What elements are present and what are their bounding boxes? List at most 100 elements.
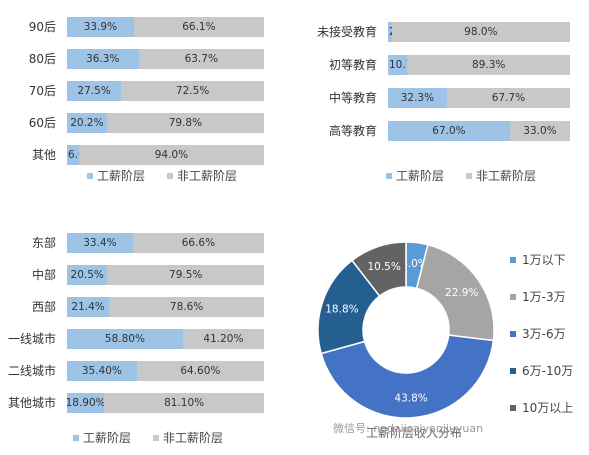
donut-slice xyxy=(317,259,381,355)
data-label: 67.0% xyxy=(432,125,466,137)
bar-row: 初等教育 10.7% 89.3% xyxy=(329,55,570,75)
legend-label: 非工薪阶层 xyxy=(177,169,238,183)
bar-row: 未接受教育2.0%98.0% xyxy=(317,22,570,42)
bar-segment-salaried xyxy=(67,297,110,317)
legend-label: 10万以上 xyxy=(522,401,574,415)
category-label: 70后 xyxy=(28,84,56,98)
bar-segment-non-salaried xyxy=(106,113,264,133)
bar-row: 其他城市 18.90% 81.10% xyxy=(8,393,264,413)
legend-swatch xyxy=(510,404,516,411)
bar-row: 高等教育 67.0% 33.0% xyxy=(329,121,570,141)
legend-item: 工薪阶层 xyxy=(73,429,131,446)
bar-segment-salaried xyxy=(388,55,408,75)
category-label: 东部 xyxy=(31,236,56,250)
bar-segment-non-salaried xyxy=(132,233,264,253)
category-label: 其他城市 xyxy=(7,396,56,410)
category-label: 初等教育 xyxy=(328,58,377,72)
bar-segment-non-salaried xyxy=(107,265,264,285)
category-label: 中部 xyxy=(31,268,56,282)
legend-swatch xyxy=(73,434,79,441)
bar-segment-salaried xyxy=(67,393,105,413)
donut-legend-item: 3万-6万 xyxy=(510,325,566,342)
bar-segment-non-salaried xyxy=(509,121,570,141)
data-label: 79.8% xyxy=(168,117,203,129)
data-label: 33.9% xyxy=(83,21,118,33)
legend-label: 工薪阶层 xyxy=(396,169,445,183)
bar-row: 中等教育 32.3% 67.7% xyxy=(329,88,570,108)
chart-legend: 工薪阶层 非工薪阶层 xyxy=(87,167,259,184)
data-label: 64.60% xyxy=(180,365,221,377)
data-label: 41.20% xyxy=(203,333,244,345)
donut-slice xyxy=(351,241,407,298)
legend-swatch xyxy=(167,172,174,179)
legend-label: 非工薪阶层 xyxy=(163,431,224,445)
bar-row: 70后 27.5% 72.5% xyxy=(29,81,264,101)
category-label: 中等教育 xyxy=(328,91,377,105)
data-label: 20.2% xyxy=(70,117,104,129)
legend-swatch xyxy=(510,367,516,374)
bar-segment-salaried xyxy=(67,233,133,253)
generation-chart: 90后 33.9% 66.1% 80后 36.3% 63.7% 70后 27.5% 72.5% 6… xyxy=(29,17,264,187)
data-label: 20.5% xyxy=(70,269,104,281)
legend-item: 非工薪阶层 xyxy=(153,429,223,446)
bar-segment-salaried xyxy=(388,121,510,141)
bar-row: 东部 33.4% 66.6% xyxy=(32,233,264,253)
bar-row: 一线城市 58.80% 41.20% xyxy=(8,329,264,349)
data-label: 94.0% xyxy=(154,149,189,161)
legend-swatch xyxy=(87,172,93,179)
category-label: 90后 xyxy=(28,20,56,34)
data-label: 18.90% xyxy=(65,397,106,409)
chart-legend: 工薪阶层 非工薪阶层 xyxy=(73,429,245,446)
donut-slice xyxy=(320,334,495,419)
bar-segment-salaried xyxy=(67,113,107,133)
bar-segment-salaried xyxy=(67,329,183,349)
bar-row: 二线城市 35.40% 64.60% xyxy=(8,361,264,381)
data-label: 98.0% xyxy=(464,26,498,38)
chart-legend: 工薪阶层 非工薪阶层 xyxy=(386,167,558,184)
slice-label: 43.8% xyxy=(394,392,427,404)
category-label: 其他 xyxy=(31,148,56,162)
data-label: 78.6% xyxy=(169,301,204,313)
legend-item: 工薪阶层 xyxy=(386,167,444,184)
region-chart: 东部 33.4% 66.6% 中部 20.5% 79.5% 西部 21.4% 78.6% 一线城市… xyxy=(8,233,264,446)
watermark: 微信号: nadaiicaiyanjiuyuan xyxy=(333,422,484,435)
data-label: 79.5% xyxy=(169,269,203,281)
data-label: 58.80% xyxy=(104,333,145,345)
donut-legend-item: 10万以上 xyxy=(510,399,573,416)
legend-swatch xyxy=(510,256,516,263)
legend-label: 1万-3万 xyxy=(522,290,566,304)
bar-segment-non-salaried xyxy=(121,81,264,101)
bar-segment-salaried xyxy=(67,361,137,381)
bar-segment-non-salaried xyxy=(446,88,570,108)
slice-label: 22.9% xyxy=(445,287,478,299)
data-label: 35.40% xyxy=(81,365,122,377)
bar-segment-non-salaried xyxy=(104,393,264,413)
data-label: 27.5% xyxy=(77,85,111,97)
legend-swatch xyxy=(466,172,473,179)
data-label: 33.0% xyxy=(523,125,557,137)
bar-segment-non-salaried xyxy=(78,145,264,165)
category-label: 60后 xyxy=(28,116,56,130)
category-label: 二线城市 xyxy=(7,364,56,378)
slice-label: 18.8% xyxy=(325,304,358,316)
data-label: 66.1% xyxy=(182,21,216,33)
bar-segment-salaried xyxy=(388,88,447,108)
data-label: 36.3% xyxy=(86,53,120,65)
legend-item: 非工薪阶层 xyxy=(466,167,536,184)
bar-row: 90后 33.9% 66.1% xyxy=(29,17,264,37)
bar-segment-non-salaried xyxy=(109,297,264,317)
legend-label: 1万以下 xyxy=(522,253,566,267)
bar-segment-salaried xyxy=(67,17,134,37)
donut-legend-item: 1万以下 xyxy=(510,251,566,268)
donut-legend-item: 6万-10万 xyxy=(510,362,573,379)
bar-segment-non-salaried xyxy=(391,22,570,42)
donut-slice xyxy=(405,241,429,290)
data-label: 81.10% xyxy=(164,397,205,409)
donut-legend-item: 1万-3万 xyxy=(510,288,566,305)
data-label: 21.4% xyxy=(71,301,105,313)
legend-label: 6万-10万 xyxy=(522,364,574,378)
category-label: 西部 xyxy=(31,300,56,314)
bar-row: 其他6.0%94.0% xyxy=(32,145,264,165)
slice-label: 4.0% xyxy=(401,258,428,270)
category-label: 一线城市 xyxy=(7,332,56,346)
